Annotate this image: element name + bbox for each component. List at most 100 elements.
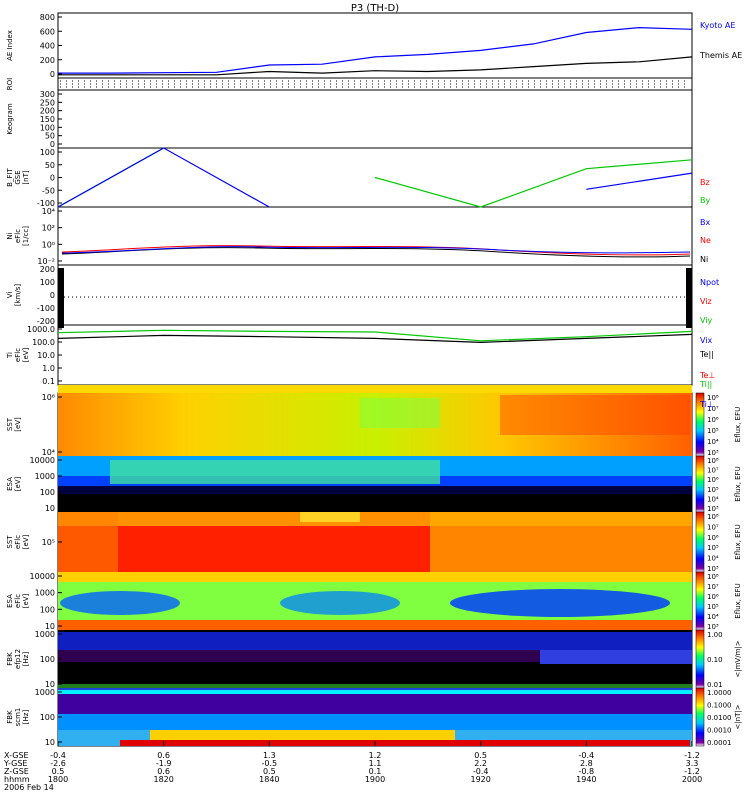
x-tick-label: -1.2 <box>684 767 700 776</box>
legend-ae: Themis AE <box>699 51 742 60</box>
x-tick-label: -2.6 <box>50 759 66 768</box>
sst-electron-spectrogram <box>58 512 692 572</box>
panel-label-fbk_e: [Hz] <box>22 652 30 667</box>
colorbar-tick: 10³ <box>707 623 719 631</box>
x-tick-label: -0.4 <box>473 767 489 776</box>
tick-fbk_b: 100 <box>40 713 55 722</box>
panel-label-ae: AE Index <box>6 30 14 61</box>
tick-vi: -100 <box>37 304 55 313</box>
colorbar-tick: 10³ <box>707 505 719 513</box>
tick-vi: 0 <box>50 291 55 300</box>
colorbar-tick: 10⁵ <box>707 427 719 435</box>
tick-sst_i: 10⁶ <box>42 393 55 402</box>
vi-right-bar <box>686 268 692 328</box>
chart-title: P3 (TH-D) <box>351 3 399 14</box>
colorbar-tick: 0.0100 <box>707 714 732 722</box>
x-tick-label: 2000 <box>682 775 702 784</box>
tick-ae: 800 <box>40 13 55 22</box>
x-axis: -0.4-2.60.518000.6-1.90.618201.3-0.50.51… <box>3 741 702 792</box>
panel-label-esa_i: [eV] <box>14 476 22 491</box>
tick-ni: 10⁰ <box>42 240 55 249</box>
tick-keogram: 150 <box>40 115 55 124</box>
colorbar-tick: 10⁶ <box>707 534 719 542</box>
tick-bfit: 50 <box>45 161 55 170</box>
x-row-label: 2006 Feb 14 <box>4 783 54 792</box>
colorbar-tick: 0.0001 <box>707 739 732 747</box>
ni-plot <box>61 245 691 258</box>
x-tick-label: -1.9 <box>156 759 172 768</box>
tick-ti: 100.0 <box>32 338 55 347</box>
colorbar-tick: 1.00 <box>707 631 723 639</box>
colorbar-tick: 10⁷ <box>707 405 719 413</box>
colorbar-tick: 10⁴ <box>707 555 719 563</box>
panel-label-fbk_b: [Hz] <box>22 710 30 725</box>
x-tick-label: 1940 <box>576 775 596 784</box>
tick-ni: 10² <box>42 224 55 233</box>
x-tick-label: 1920 <box>470 775 490 784</box>
panel-label-bfit: [nT] <box>22 170 30 184</box>
legend-ni: Ne <box>700 236 711 245</box>
x-tick-label: 2.8 <box>580 759 593 768</box>
x-tick-label: -0.5 <box>262 759 278 768</box>
panel-label-fbk_b: FBK <box>6 710 14 724</box>
series-themis-ae <box>58 56 693 76</box>
legend-ti: Ti|| <box>699 380 712 389</box>
tick-esa_i: 1000 <box>35 472 55 481</box>
panel-label-fbk_e: FBK <box>6 652 14 666</box>
legend-ni: Npot <box>700 278 719 287</box>
series-kyoto-ae <box>58 26 693 74</box>
panel-label-roi: ROI <box>6 78 14 90</box>
fbk-bfield-spectrogram <box>58 688 692 746</box>
vi-left-bar <box>58 268 64 328</box>
panel-frame-keogram <box>57 89 693 149</box>
colorbar-label: Eflux, EFU <box>734 407 742 442</box>
x-tick-label: -0.4 <box>579 751 595 760</box>
tick-esa_e: 10000 <box>30 572 55 581</box>
colorbar-tick: 10⁵ <box>707 486 719 494</box>
panel-label-sst_e: eFlc <box>14 535 22 549</box>
colorbar-tick: 0.10 <box>707 656 723 664</box>
ae-index-plot <box>58 26 693 76</box>
tick-esa_e: 1000 <box>35 589 55 598</box>
colorbar-tick: 10³ <box>707 449 719 457</box>
panel-frame-roi <box>57 77 693 91</box>
x-tick-label: 1.3 <box>263 751 276 760</box>
tick-esa_e: 100 <box>40 605 55 614</box>
tick-ni: 10⁻² <box>37 257 55 266</box>
x-tick-label: 3.3 <box>686 759 699 768</box>
tick-ti: 0.1 <box>42 377 55 386</box>
colorbar-tick: 10⁸ <box>707 457 719 465</box>
colorbar-label: Eflux, EFU <box>734 583 742 618</box>
ti-plot <box>57 329 693 344</box>
tick-keogram: 100 <box>40 123 55 132</box>
tick-fbk_e: 100 <box>40 655 55 664</box>
tick-ae: 600 <box>40 27 55 36</box>
legend-vi: Viy <box>700 316 713 325</box>
panel-label-fbk_e: efp12 <box>14 649 22 669</box>
colorbar-tick: 10⁶ <box>707 476 719 484</box>
colorbar-tick: 10⁵ <box>707 544 719 552</box>
tick-fbk_b: 1000 <box>35 688 55 697</box>
legend-ae: Kyoto AE <box>700 21 735 30</box>
legend-bfit: Bx <box>700 218 710 227</box>
tick-sst_e: 10⁵ <box>42 538 55 547</box>
panel-label-ni: eFlc <box>14 229 22 243</box>
colorbars <box>695 392 705 747</box>
x-tick-label: 1.1 <box>369 759 382 768</box>
tick-esa_e: 10 <box>45 622 55 631</box>
colorbar-tick: 10⁶ <box>707 416 719 424</box>
series-by <box>57 147 693 208</box>
panel-label-sst_e: [eV] <box>22 534 30 549</box>
x-tick-label: 0.5 <box>474 751 487 760</box>
tick-ae: 400 <box>40 42 55 51</box>
tick-keogram: 200 <box>40 107 55 116</box>
x-tick-label: 0.5 <box>52 767 65 776</box>
x-tick-label: 1900 <box>365 775 385 784</box>
x-tick-label: 0.6 <box>157 751 170 760</box>
esa-ion-spectrogram <box>58 456 692 512</box>
vi-plot <box>58 268 692 328</box>
tick-ti: 1.0 <box>42 364 55 373</box>
panel-frame-ae <box>57 12 693 79</box>
colorbar-tick: 1.0000 <box>707 689 732 697</box>
